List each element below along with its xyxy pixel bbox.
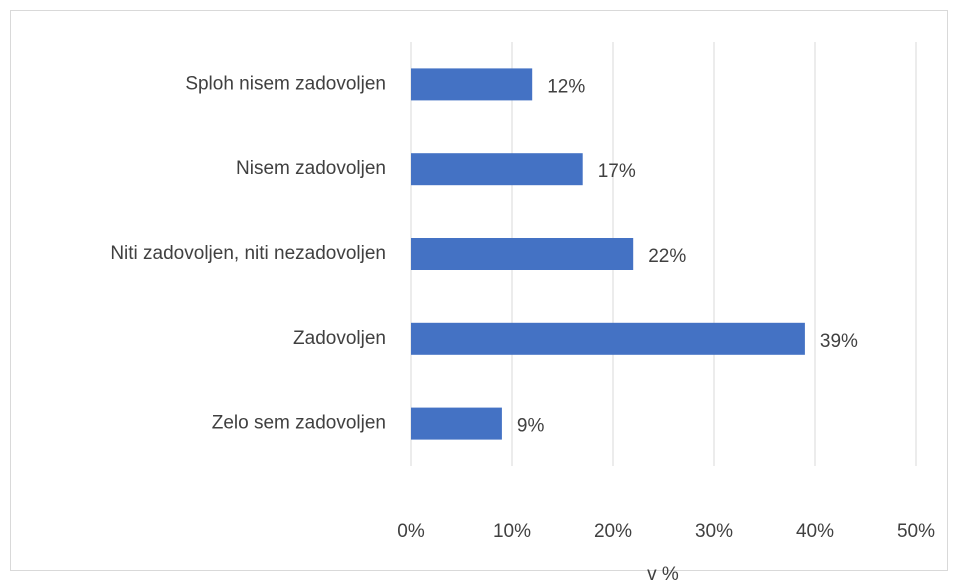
data-label: 39%: [820, 331, 858, 352]
data-label: 22%: [648, 246, 686, 267]
data-label: 9%: [517, 416, 545, 437]
x-tick-label: 20%: [594, 521, 632, 542]
x-tick-label: 0%: [397, 521, 425, 542]
y-tick-label: Niti zadovoljen, niti nezadovoljen: [110, 243, 386, 264]
x-tick-label: 30%: [695, 521, 733, 542]
bar: [411, 68, 533, 101]
y-tick-label: Zadovoljen: [293, 328, 386, 349]
x-axis-title: v %: [647, 564, 679, 581]
x-tick-label: 50%: [897, 521, 935, 542]
y-tick-label: Nisem zadovoljen: [236, 158, 386, 179]
bar: [411, 322, 805, 355]
y-tick-label: Sploh nisem zadovoljen: [185, 73, 386, 94]
bar: [411, 407, 502, 440]
data-label: 17%: [598, 161, 636, 182]
bar: [411, 238, 634, 270]
data-label: 12%: [547, 76, 585, 97]
bar: [411, 153, 583, 186]
y-tick-label: Zelo sem zadovoljen: [212, 413, 386, 434]
chart-border: [10, 10, 948, 571]
x-tick-label: 10%: [493, 521, 531, 542]
x-tick-label: 40%: [796, 521, 834, 542]
